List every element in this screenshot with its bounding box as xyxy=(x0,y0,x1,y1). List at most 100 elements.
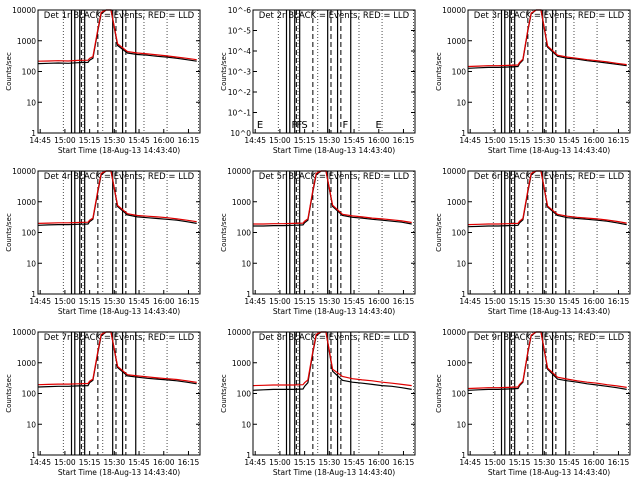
y-tick-label: 1 xyxy=(31,129,36,138)
x-tick-label: 16:00 xyxy=(368,297,390,306)
x-tick-label: 15:00 xyxy=(269,458,291,467)
x-tick-label: 16:00 xyxy=(368,458,390,467)
y-tick-label: 10 xyxy=(456,259,466,268)
x-tick-label: 14:45 xyxy=(459,136,481,145)
x-tick-label: 16:15 xyxy=(178,458,200,467)
y-tick-label: 1 xyxy=(31,290,36,299)
plot-frame xyxy=(37,170,201,295)
x-axis-label: Start Time (18-Aug-13 14:43:40) xyxy=(488,307,610,316)
y-axis-label: Counts/sec xyxy=(220,52,228,91)
x-tick-label: 15:15 xyxy=(509,297,531,306)
x-tick-label: 15:45 xyxy=(558,297,580,306)
y-tick-label: 10^-4 xyxy=(228,47,252,56)
detector-panel: Det 2r BLACK = Events, RED = LLD 10^0 10^-… xyxy=(220,6,416,155)
y-tick-label: 10 xyxy=(26,420,36,429)
y-tick-label: 10000 xyxy=(227,167,251,176)
x-tick-label: 14:45 xyxy=(244,136,266,145)
detector-panel: Det 6r BLACK = Events, RED = LLD 1 10 100 10… xyxy=(435,167,631,316)
x-tick-label: 16:00 xyxy=(368,136,390,145)
panel-title: Det 9r BLACK = Events, RED = LLD xyxy=(474,333,625,343)
plot-frame xyxy=(252,170,416,295)
flag-label: F xyxy=(296,120,302,131)
y-tick-label: 10 xyxy=(26,98,36,107)
x-axis-label: Start Time (18-Aug-13 14:43:40) xyxy=(58,146,180,155)
x-tick-label: 16:00 xyxy=(153,297,175,306)
x-tick-label: 15:15 xyxy=(509,458,531,467)
y-tick-label: 10 xyxy=(456,420,466,429)
x-tick-label: 16:15 xyxy=(608,297,630,306)
x-tick-label: 15:45 xyxy=(343,136,365,145)
y-tick-label: 10000 xyxy=(12,6,36,15)
x-tick-label: 15:00 xyxy=(54,458,76,467)
detector-panel: Det 8r BLACK = Events, RED = LLD 1 10 100 10… xyxy=(220,328,416,477)
x-tick-label: 16:15 xyxy=(393,458,415,467)
y-tick-label: 10 xyxy=(456,98,466,107)
x-axis-label: Start Time (18-Aug-13 14:43:40) xyxy=(58,307,180,316)
x-tick-label: 15:30 xyxy=(534,136,556,145)
x-axis-label: Start Time (18-Aug-13 14:43:40) xyxy=(273,468,395,477)
y-axis-label: Counts/sec xyxy=(5,213,13,252)
y-tick-label: 10^-6 xyxy=(228,6,252,15)
x-tick-label: 15:15 xyxy=(294,458,316,467)
x-tick-label: 15:45 xyxy=(558,136,580,145)
flag-label: E xyxy=(375,120,381,131)
time-markers xyxy=(277,171,414,294)
time-markers xyxy=(277,332,414,455)
y-tick-label: 1000 xyxy=(232,198,251,207)
y-axis-label: Counts/sec xyxy=(220,213,228,252)
x-tick-label: 15:30 xyxy=(104,136,126,145)
x-tick-label: 15:30 xyxy=(319,136,341,145)
detector-panel: Det 9r BLACK = Events, RED = LLD 1 10 100 10… xyxy=(435,328,631,477)
panel-title: Det 5r BLACK = Events, RED = LLD xyxy=(259,172,410,182)
x-tick-label: 15:00 xyxy=(54,297,76,306)
y-tick-label: 1000 xyxy=(17,359,36,368)
x-axis-label: Start Time (18-Aug-13 14:43:40) xyxy=(488,468,610,477)
y-tick-label: 10000 xyxy=(442,6,466,15)
x-axis-label: Start Time (18-Aug-13 14:43:40) xyxy=(273,146,395,155)
plot-frame xyxy=(252,9,416,134)
plot-frame xyxy=(37,9,201,134)
time-markers xyxy=(492,171,629,294)
time-markers xyxy=(62,332,199,455)
x-tick-label: 15:00 xyxy=(54,136,76,145)
detector-panel: Det 5r BLACK = Events, RED = LLD 1 10 100 10… xyxy=(220,167,416,316)
x-tick-label: 15:15 xyxy=(509,136,531,145)
x-tick-label: 15:45 xyxy=(343,297,365,306)
y-tick-label: 100 xyxy=(237,229,252,238)
x-axis-label: Start Time (18-Aug-13 14:43:40) xyxy=(58,468,180,477)
x-tick-label: 15:00 xyxy=(484,297,506,306)
x-tick-label: 15:00 xyxy=(269,136,291,145)
x-tick-label: 15:15 xyxy=(294,136,316,145)
x-tick-label: 15:30 xyxy=(319,458,341,467)
y-tick-label: 10 xyxy=(241,420,251,429)
y-axis-label: Counts/sec xyxy=(5,52,13,91)
x-tick-label: 15:30 xyxy=(534,458,556,467)
flag-label: E xyxy=(257,120,263,131)
x-tick-label: 16:15 xyxy=(608,136,630,145)
x-tick-label: 15:30 xyxy=(104,297,126,306)
y-tick-label: 10000 xyxy=(12,167,36,176)
x-tick-label: 15:45 xyxy=(558,458,580,467)
x-tick-label: 16:00 xyxy=(583,297,605,306)
x-tick-label: 15:45 xyxy=(128,458,150,467)
y-tick-label: 1 xyxy=(461,290,466,299)
y-tick-label: 10^-5 xyxy=(228,27,252,36)
y-axis-label: Counts/sec xyxy=(435,213,443,252)
x-tick-label: 15:15 xyxy=(79,136,101,145)
detector-panel: Det 7r BLACK = Events, RED = LLD 1 10 100 10… xyxy=(5,328,201,477)
x-tick-label: 15:45 xyxy=(343,458,365,467)
panel-title: Det 7r BLACK = Events, RED = LLD xyxy=(44,333,195,343)
panel-title: Det 4r BLACK = Events, RED = LLD xyxy=(44,172,195,182)
y-tick-label: 10000 xyxy=(442,167,466,176)
x-tick-label: 15:45 xyxy=(128,297,150,306)
panel-title: Det 8r BLACK = Events, RED = LLD xyxy=(259,333,410,343)
panel-title: Det 3r BLACK = Events, RED = LLD xyxy=(474,11,625,21)
time-markers xyxy=(62,10,199,133)
x-tick-label: 16:15 xyxy=(393,136,415,145)
flag-label: S xyxy=(301,120,307,131)
y-tick-label: 10^0 xyxy=(230,129,251,138)
plot-frame xyxy=(252,331,416,456)
plot-frame xyxy=(467,9,631,134)
y-tick-label: 100 xyxy=(452,229,467,238)
panel-title: Det 2r BLACK = Events, RED = LLD xyxy=(259,11,410,21)
